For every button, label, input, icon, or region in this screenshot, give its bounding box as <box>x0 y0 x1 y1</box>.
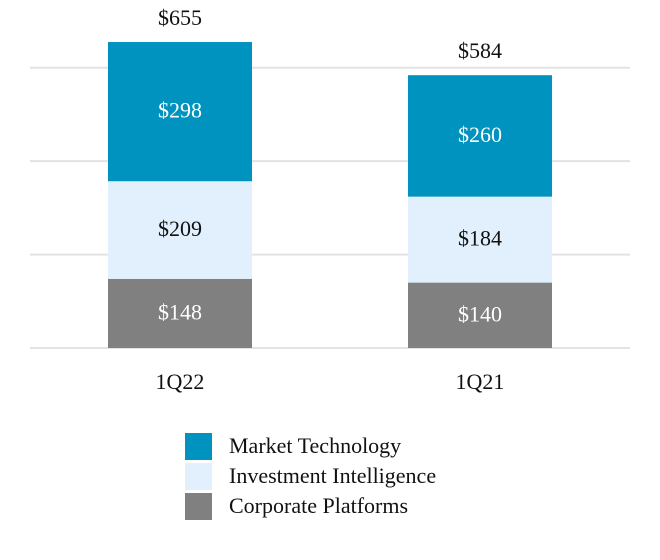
x-tick-label: 1Q21 <box>456 369 505 394</box>
bar-segment <box>408 75 552 197</box>
bar-segment <box>108 181 252 279</box>
total-label: $655 <box>158 5 202 30</box>
value-label: $260 <box>458 122 502 147</box>
value-label: $140 <box>458 301 502 326</box>
legend-label: Investment Intelligence <box>229 463 436 488</box>
value-label: $184 <box>458 226 502 251</box>
bar-segment <box>108 42 252 182</box>
legend-label: Corporate Platforms <box>229 493 408 518</box>
bar-segment <box>108 278 252 348</box>
total-label: $584 <box>458 38 502 63</box>
value-label: $209 <box>158 216 202 241</box>
bar-segment <box>408 282 552 348</box>
value-label: $148 <box>158 299 202 324</box>
x-tick-label: 1Q22 <box>156 369 205 394</box>
bar-segment <box>408 196 552 283</box>
value-label: $298 <box>158 98 202 123</box>
legend-swatch <box>185 463 212 490</box>
legend-swatch <box>185 493 212 520</box>
legend-swatch <box>185 433 212 460</box>
legend-label: Market Technology <box>229 433 401 458</box>
